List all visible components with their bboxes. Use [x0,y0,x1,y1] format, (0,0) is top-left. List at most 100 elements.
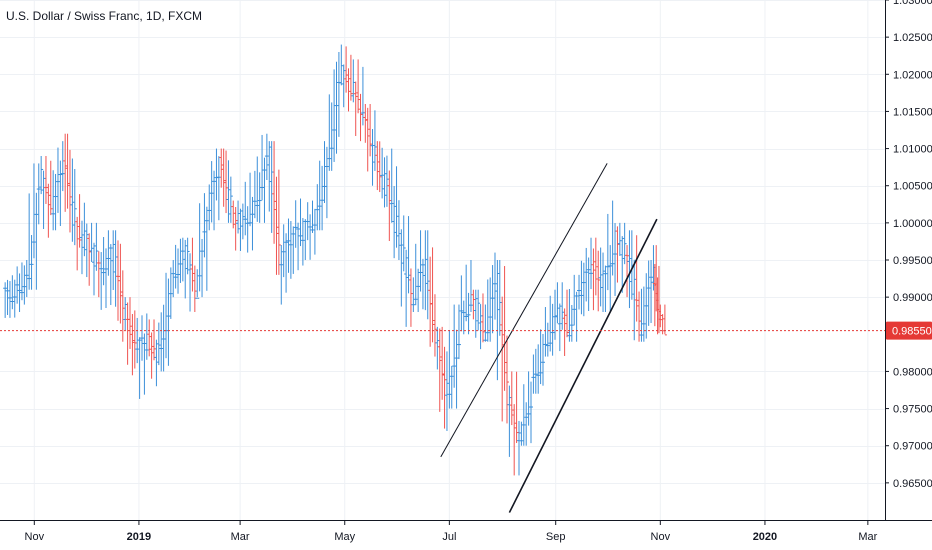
ohlc-bar [29,235,34,290]
ohlc-bar [3,282,8,318]
ohlc-bar [375,141,380,191]
price-tick-label: 1.00500 [893,181,932,193]
ohlc-bar [334,61,339,154]
ohlc-bar [430,247,435,343]
ohlc-bar [322,141,327,204]
ohlc-bar [144,313,149,360]
ohlc-bar [48,160,53,216]
ohlc-bar [545,322,550,357]
ohlc-bar [96,251,101,298]
ohlc-bar [281,224,286,278]
trendline-channel-lower[interactable] [508,218,658,513]
price-axis[interactable]: 1.03000 1.02500 1.02000 1.01500 1.01000 1.005… [885,0,932,490]
ohlc-bar [485,279,490,342]
price-tick-label: 0.97000 [893,441,932,453]
ohlc-bar [416,268,421,312]
ohlc-bar [353,81,358,137]
time-tick-label: May [334,531,355,543]
ohlc-bar [634,235,639,322]
ohlc-bar [154,339,159,387]
ohlc-bar [312,208,317,255]
ohlc-bar [188,253,193,312]
ohlc-bar [156,322,161,366]
ohlc-bar [171,260,176,298]
price-tick-label: 0.97500 [893,404,932,416]
ohlc-bar [240,203,245,240]
ohlc-bar [509,371,514,426]
ohlc-bar [300,217,305,266]
price-tick-label: 0.99000 [893,292,932,304]
ohlc-bar [447,329,452,409]
ohlc-bar [228,176,233,223]
ohlc-bar [526,371,531,426]
trendline-channel-upper[interactable] [440,163,608,458]
ohlc-bar [12,279,17,318]
ohlc-bar [598,247,603,307]
ohlc-bar [512,404,517,476]
ohlc-bar [601,252,606,313]
ohlc-bar [466,292,471,335]
ohlc-bar [209,161,214,223]
last-price-badge-bg [886,321,932,340]
ohlc-bar [180,237,185,282]
ohlc-bar [248,172,253,227]
ohlc-bar [195,269,200,299]
price-tick-label: 1.01500 [893,106,932,118]
ohlc-bar [27,193,32,290]
ohlc-bar [567,289,572,342]
ohlc-bar [168,267,173,319]
ohlc-bar [581,262,586,317]
time-tick-label: Jul [442,531,456,543]
ohlc-bar [111,230,116,290]
ohlc-bar [36,163,41,225]
ohlc-bar [238,208,243,251]
ohlc-bar [339,44,344,86]
ohlc-bar [224,150,229,214]
ohlc-bar [586,257,591,312]
ohlc-bar [192,265,197,312]
ohlc-bar [497,260,502,336]
ohlc-bar [473,289,478,338]
ohlc-bar [478,304,483,350]
ohlc-bar [394,166,399,248]
time-tick-label: Mar [858,531,877,543]
ohlc-bar [351,59,356,103]
ohlc-bar [420,258,425,310]
ohlc-bar [483,304,488,342]
ohlc-bar [560,282,565,330]
ohlc-bar [118,243,123,324]
trendlines[interactable] [440,163,658,513]
ohlc-bar [591,248,596,311]
ohlc-bar [231,200,236,229]
ohlc-bar [562,308,567,356]
ohlc-bar [284,233,289,293]
symbol-title: U.S. Dollar / Swiss Franc, 1D, FXCM [6,9,202,23]
ohlc-bar [58,160,63,226]
ohlc-bar [39,156,44,195]
ohlc-bar [34,192,39,290]
ohlc-bar [605,213,610,291]
time-axis[interactable]: Nov 2019 Mar May Jul Sep Nov 2020 Mar [25,520,878,543]
ohlc-bar [500,296,505,422]
ohlc-bar [411,277,416,312]
ohlc-bar [577,274,582,310]
ohlc-bar [219,148,224,188]
ohlc-bar [399,229,404,307]
ohlc-bar [99,252,104,310]
ohlc-bar [75,216,80,271]
ohlc-bar [603,265,608,312]
ohlc-bar [504,335,509,424]
ohlc-bar [135,317,140,364]
ohlc-bar [444,351,449,431]
ohlc-bar [51,170,56,231]
price-tick-label: 0.98000 [893,366,932,378]
ohlc-bar [593,237,598,296]
price-bars [3,44,667,476]
ohlc-bar [291,226,296,274]
ohlc-bar [250,196,255,251]
ohlc-bar [435,326,440,370]
ohlc-bar [137,337,142,399]
ohlc-bar [63,133,68,212]
ohlc-bar [565,289,570,338]
